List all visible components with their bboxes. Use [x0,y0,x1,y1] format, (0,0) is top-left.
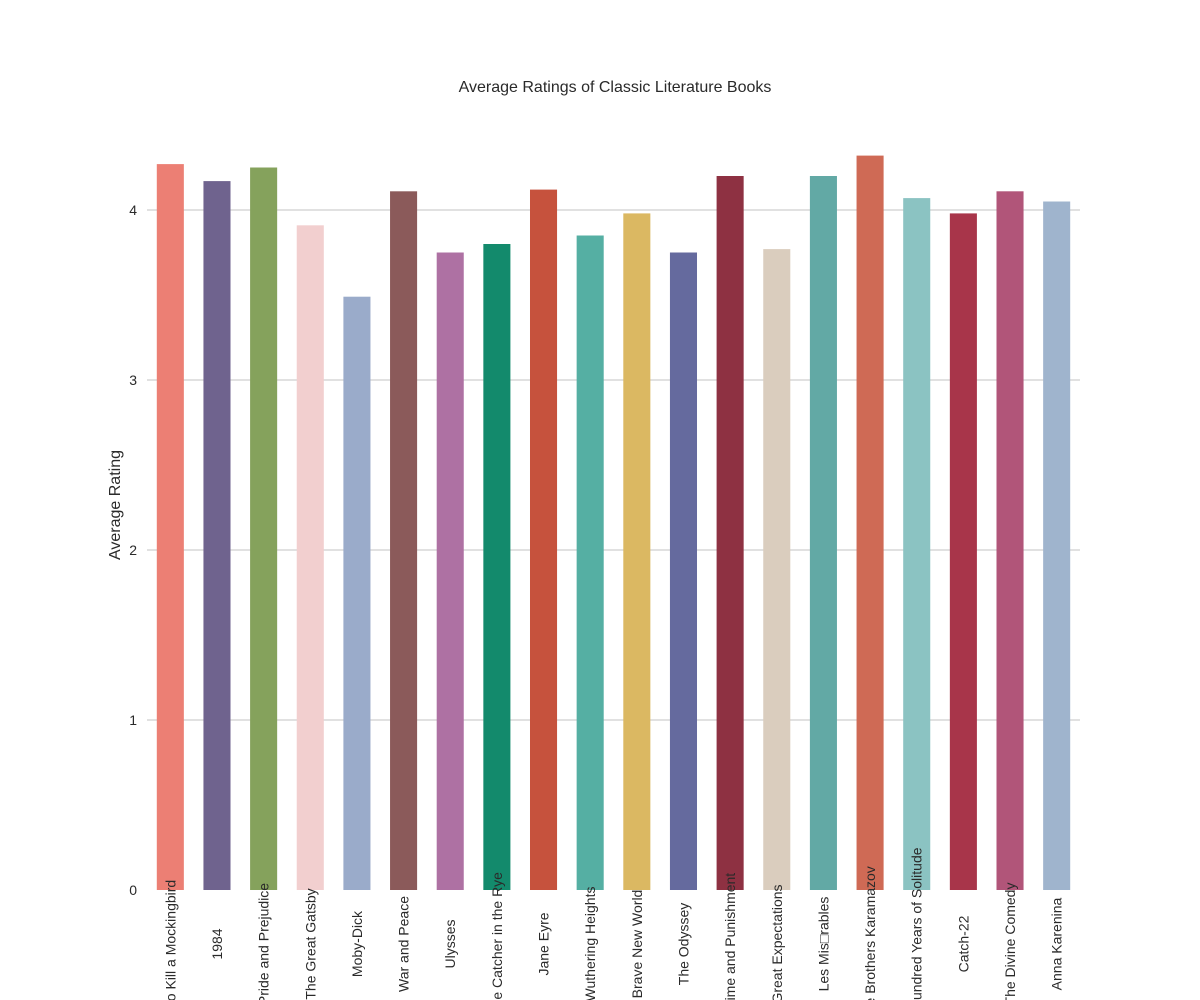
bar [1043,201,1071,890]
x-tick-label: Wuthering Heights [582,887,598,1000]
x-tick-label: 1984 [209,928,225,959]
bar [483,244,511,890]
x-tick-label: Brave New World [629,890,645,999]
x-tick-label: The Great Gatsby [302,888,318,999]
bars [156,155,1071,891]
bar [903,198,931,891]
x-tick-label: Moby-Dick [349,910,365,977]
bar [343,296,371,890]
chart-title: Average Ratings of Classic Literature Bo… [459,79,772,96]
x-axis-ticks: To Kill a Mockingbird 1984 Pride and Preju… [162,847,1064,1000]
bar [669,252,698,890]
x-tick-label: One Hundred Years of Solitude [909,847,925,1000]
y-tick-label: 4 [129,202,137,218]
y-axis-label: Average Rating [107,450,124,560]
bar [296,225,324,891]
x-tick-label: Catch-22 [955,915,971,972]
x-tick-label: Crime and Punishment [722,873,738,1000]
x-tick-label: Pride and Prejudice [256,883,272,1000]
bar [763,249,791,891]
grid-lines [147,209,1080,721]
y-tick-label: 1 [129,712,137,728]
bar [576,235,604,890]
x-tick-label: Jane Eyre [536,912,552,975]
y-tick-label: 2 [129,542,137,558]
x-tick-label: The Odyssey [675,903,691,985]
x-tick-label: War and Peace [396,896,412,992]
x-tick-label: The Catcher in the Rye [489,872,505,1000]
x-tick-label: Anna Karenina [1049,897,1065,990]
bar [250,167,278,890]
x-tick-label: To Kill a Mockingbird [162,880,178,1000]
y-axis-ticks: 0 1 2 3 4 [129,202,137,898]
bar [856,155,884,891]
x-tick-label: Great Expectations [769,884,785,1000]
bar [996,191,1024,891]
x-tick-label: The Brothers Karamazov [862,866,878,1000]
x-tick-label: Les Mis□rables [815,897,831,992]
bar [949,213,977,890]
bar [390,191,418,891]
bar [203,181,231,891]
bar [809,176,837,890]
bar [716,176,744,890]
x-tick-label: Ulysses [442,919,458,968]
y-tick-label: 3 [129,372,137,388]
bar [623,213,651,890]
y-tick-label: 0 [129,882,137,898]
bar [156,164,184,891]
bar [436,252,464,890]
bar [529,189,558,891]
x-tick-label: The Divine Comedy [1002,883,1018,1000]
